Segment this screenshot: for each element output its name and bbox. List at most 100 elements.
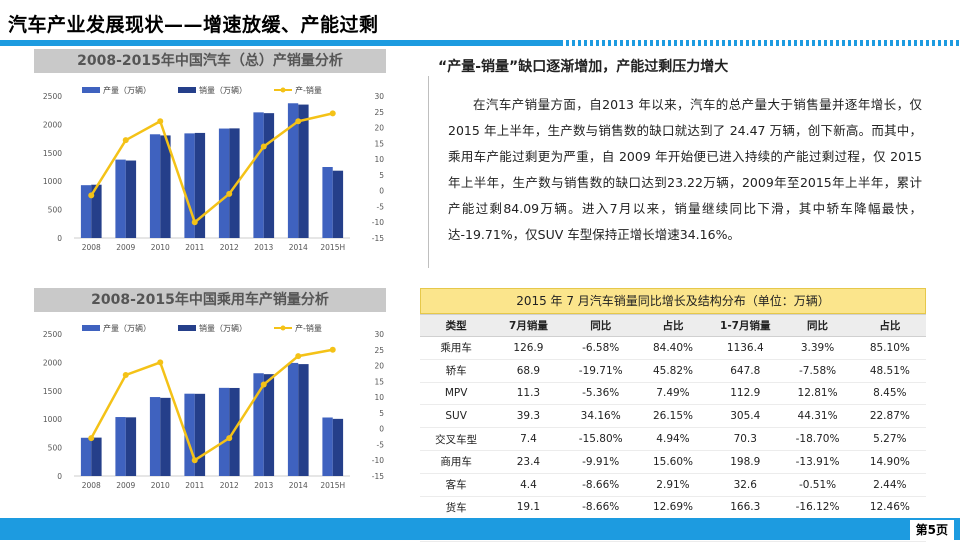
table-cell: -15.80% <box>564 427 637 451</box>
table-cell: 84.40% <box>636 336 710 360</box>
gap-point <box>88 192 95 199</box>
table-header-cell: 同比 <box>564 314 637 337</box>
footer-bar <box>0 520 960 540</box>
gap-point <box>191 219 198 226</box>
y2-tick-label: 25 <box>374 108 384 117</box>
x-tick-label: 2011 <box>185 481 204 490</box>
bar-sales <box>332 170 344 238</box>
table-title: 2015 年 7 月汽车销量同比增长及结构分布（单位：万辆） <box>420 288 926 314</box>
sales-structure-table: 2015 年 7 月汽车销量同比增长及结构分布（单位：万辆） 类型 7月销量 同比占… <box>420 288 926 542</box>
bar-sales <box>298 104 309 238</box>
gap-point <box>295 118 302 125</box>
table-cell: 166.3 <box>709 496 782 520</box>
y-tick-label: 2500 <box>43 330 62 339</box>
x-tick-label: 2010 <box>151 243 170 252</box>
table-cell: 轿车 <box>420 359 493 383</box>
x-tick-label: 2013 <box>254 243 273 252</box>
y-tick-label: 1500 <box>43 149 62 158</box>
x-tick-label: 2012 <box>220 481 239 490</box>
y2-tick-label: 5 <box>379 409 384 418</box>
bar-sales <box>263 113 275 238</box>
table-cell: 8.45% <box>853 382 926 406</box>
bar-sales <box>125 417 137 476</box>
bar-production <box>218 128 230 238</box>
table-cell: 14.90% <box>853 450 926 474</box>
legend-swatch <box>82 87 100 93</box>
gap-point <box>191 457 198 464</box>
gap-point <box>226 435 233 442</box>
table-row: 乘用车 126.9 -6.58% 84.40% 1136.4 3.39% 85.10% <box>420 336 926 360</box>
table-header-cell: 同比 <box>781 314 854 337</box>
gap-point <box>226 190 233 197</box>
table-cell: 1136.4 <box>709 336 782 360</box>
table-header-row: 类型 7月销量 同比 占比 1-7月销量 同比 占比 <box>420 314 926 337</box>
table-cell: 32.6 <box>709 473 782 497</box>
table-cell: 11.3 <box>492 382 565 406</box>
table-row: SUV 39.3 34.16% 26.15% 305.4 44.31% 22.87% <box>420 404 926 429</box>
table-cell: 85.10% <box>853 336 926 360</box>
y2-tick-label: 10 <box>374 155 384 164</box>
y2-tick-label: 5 <box>379 171 384 180</box>
table-cell: 34.16% <box>564 404 637 429</box>
bar-production <box>287 362 299 476</box>
table-cell: -13.91% <box>781 450 854 474</box>
bar-production <box>253 373 264 476</box>
bar-production <box>149 134 161 238</box>
table-cell: MPV <box>420 382 493 406</box>
y-tick-label: 0 <box>57 472 62 481</box>
legend-swatch <box>178 325 196 331</box>
y2-tick-label: 25 <box>374 346 384 355</box>
gap-point <box>329 110 336 117</box>
y2-tick-label: 30 <box>374 92 384 101</box>
y2-tick-label: 0 <box>379 187 384 196</box>
legend-label: 产量（万辆） <box>103 85 151 95</box>
footer-line <box>0 518 960 520</box>
y-tick-label: 2000 <box>43 358 62 367</box>
y2-tick-label: -5 <box>377 202 385 211</box>
table-header-cell: 类型 <box>420 314 493 337</box>
legend-marker <box>280 325 286 331</box>
table-header-cell: 7月销量 <box>492 314 565 337</box>
legend-label: 产-销量 <box>295 85 322 95</box>
table-cell: 5.27% <box>853 427 926 451</box>
y2-tick-label: -5 <box>377 440 385 449</box>
table-cell: SUV <box>420 404 493 429</box>
bar-production <box>218 387 230 476</box>
y2-tick-label: -15 <box>372 234 384 243</box>
bar-sales <box>160 397 171 476</box>
legend-swatch <box>82 325 100 331</box>
table-cell: -8.66% <box>564 473 637 497</box>
bar-production <box>80 185 92 238</box>
bar-sales <box>91 437 102 476</box>
table-cell: 4.4 <box>492 473 565 497</box>
y2-tick-label: 30 <box>374 330 384 339</box>
bar-production <box>322 167 333 238</box>
table-cell: -7.58% <box>781 359 854 383</box>
bar-production <box>184 393 195 476</box>
table-row: 客车 4.4 -8.66% 2.91% 32.6 -0.51% 2.44% <box>420 473 926 497</box>
chart2-title: 2008-2015年中国乘用车产销量分析 <box>34 288 386 312</box>
table-cell: 交叉车型 <box>420 427 493 451</box>
x-tick-label: 2014 <box>289 243 308 252</box>
table-body: 乘用车 126.9 -6.58% 84.40% 1136.4 3.39% 85.10% 轿车 6… <box>420 336 926 542</box>
table-cell: -9.91% <box>564 450 637 474</box>
bar-production <box>322 417 333 476</box>
gap-line <box>90 112 334 225</box>
legend-label: 产-销量 <box>295 323 322 333</box>
table-cell: 39.3 <box>492 404 565 429</box>
y-tick-label: 1000 <box>43 177 62 186</box>
x-tick-label: 2009 <box>116 481 135 490</box>
bar-sales <box>91 184 102 238</box>
table-cell: 112.9 <box>709 382 782 406</box>
y-tick-label: 0 <box>57 234 62 243</box>
bar-production <box>149 397 161 476</box>
table-cell: 198.9 <box>709 450 782 474</box>
total-vehicle-chart: 0 500 1000 1500 2000 2500 -15 -10 -5 0 5 10 15 20 25 30… <box>43 85 385 252</box>
table-cell: 2.44% <box>853 473 926 497</box>
legend-label: 产量（万辆） <box>103 323 151 333</box>
table-cell: -18.70% <box>781 427 854 451</box>
gap-point <box>260 381 267 388</box>
table-cell: 305.4 <box>709 404 782 429</box>
y2-tick-label: -15 <box>372 472 384 481</box>
gap-point <box>260 143 267 150</box>
